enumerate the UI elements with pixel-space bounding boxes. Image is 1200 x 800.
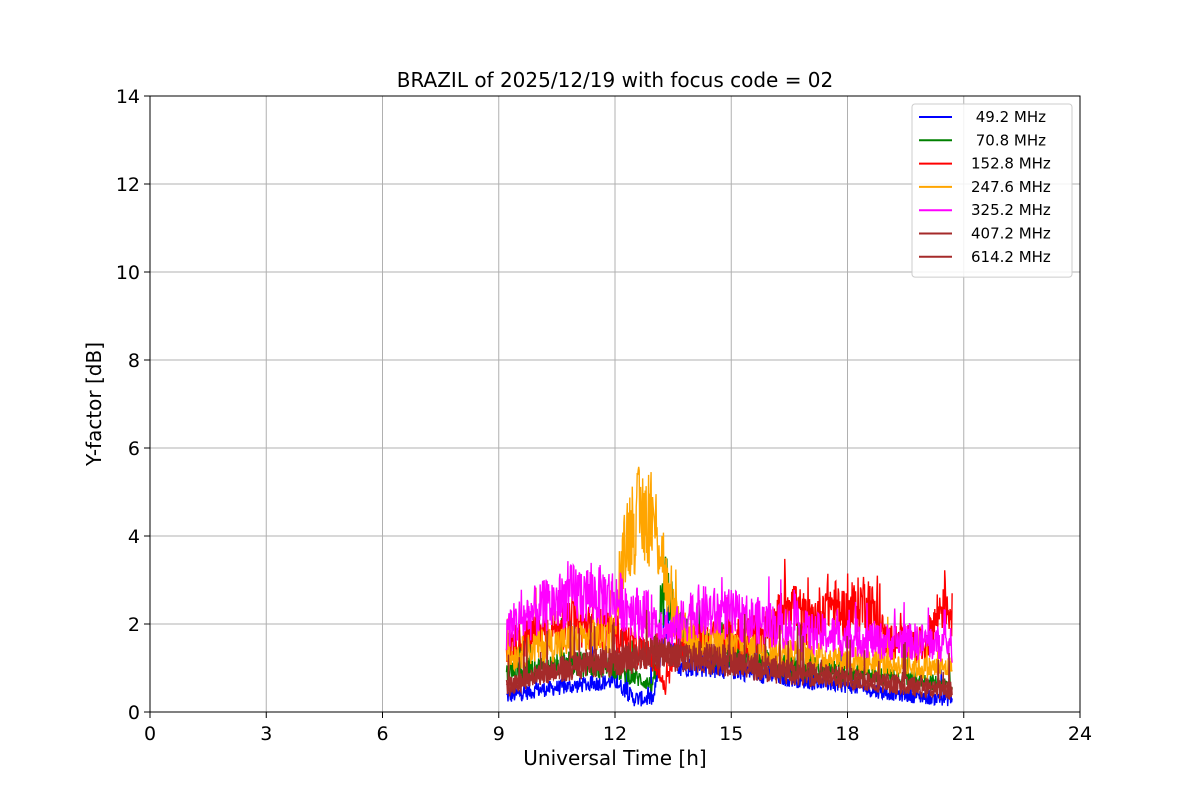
y-tick-label: 4 (128, 526, 140, 548)
x-tick-label: 24 (1068, 723, 1092, 745)
x-tick-label: 21 (952, 723, 976, 745)
legend-label: 614.2 MHz (971, 248, 1051, 266)
x-tick-label: 0 (144, 723, 156, 745)
y-tick-label: 0 (128, 702, 140, 724)
y-axis-label: Y-factor [dB] (82, 342, 106, 467)
x-tick-label: 12 (603, 723, 627, 745)
grid (150, 96, 1080, 712)
series-group (505, 466, 953, 707)
series-line (505, 609, 953, 698)
x-tick-label: 18 (835, 723, 859, 745)
x-tick-label: 15 (719, 723, 743, 745)
series-line (505, 561, 953, 663)
legend-label: 247.6 MHz (971, 178, 1051, 196)
legend-label: 70.8 MHz (971, 131, 1046, 149)
x-axis-label: Universal Time [h] (523, 746, 706, 770)
legend-label: 152.8 MHz (971, 155, 1051, 173)
y-tick-label: 10 (116, 262, 140, 284)
y-tick-label: 2 (128, 614, 140, 636)
legend-label: 407.2 MHz (971, 225, 1051, 243)
y-tick-label: 12 (116, 174, 140, 196)
chart-title: BRAZIL of 2025/12/19 with focus code = 0… (397, 68, 834, 92)
legend-label: 325.2 MHz (971, 201, 1051, 219)
x-tick-label: 3 (260, 723, 272, 745)
y-tick-label: 14 (116, 86, 140, 108)
legend: 49.2 MHz 70.8 MHz 152.8 MHz 247.6 MHz 325.2… (911, 103, 1073, 278)
x-tick-label: 9 (493, 723, 505, 745)
x-tick-label: 6 (376, 723, 388, 745)
y-tick-label: 8 (128, 350, 140, 372)
legend-label: 49.2 MHz (971, 108, 1046, 126)
y-tick-label: 6 (128, 438, 140, 460)
